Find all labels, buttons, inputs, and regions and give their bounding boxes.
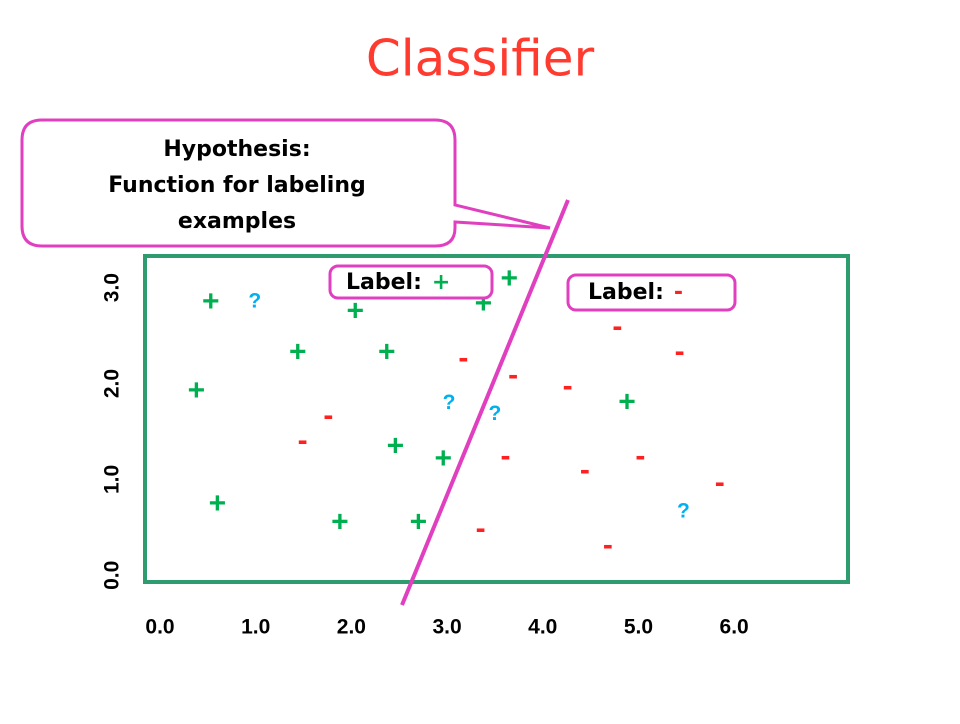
label-symbol: - (674, 280, 683, 305)
x-tick-label: 6.0 (720, 616, 749, 639)
point: + (346, 294, 364, 327)
y-tick-label: 1.0 (101, 465, 124, 494)
ticks: 0.0 1.0 2.0 3.0 4.0 5.0 6.0 0.0 1.0 2.0 3.0 (101, 273, 749, 639)
point: + (410, 505, 428, 538)
point: + (188, 374, 206, 407)
point: ? (677, 500, 690, 523)
x-tick-label: 3.0 (432, 616, 461, 639)
label-text: Label: + (346, 270, 450, 295)
title: Classifier (366, 30, 595, 88)
callout-line: Hypothesis: (163, 137, 310, 162)
point: - (508, 359, 518, 392)
point: - (500, 439, 510, 472)
point: + (378, 336, 396, 369)
point: - (323, 399, 333, 432)
label-symbol: + (432, 270, 450, 295)
callout-line: examples (178, 209, 296, 234)
x-tick-label: 5.0 (624, 616, 653, 639)
point: ? (248, 290, 261, 313)
label-prefix: Label: (346, 270, 422, 295)
label-box (328, 264, 494, 300)
points: + ++ +++ +++ ++++---- --- - -- -- -???? (188, 262, 725, 562)
y-tick-label: 2.0 (101, 369, 124, 398)
hypothesis-line (400, 199, 570, 606)
point: + (501, 262, 519, 295)
label-box (566, 273, 737, 312)
point: + (209, 487, 227, 520)
x-tick-label: 0.0 (145, 616, 174, 639)
y-tick-label: 0.0 (101, 561, 124, 590)
x-tick-label: 4.0 (528, 616, 557, 639)
point: - (298, 424, 308, 457)
point: - (458, 341, 468, 374)
point: - (715, 466, 725, 499)
point: - (635, 439, 645, 472)
point: - (476, 512, 486, 545)
point: + (618, 386, 636, 419)
point: - (580, 454, 590, 487)
y-tick-label: 3.0 (101, 273, 124, 302)
point: + (331, 505, 349, 538)
point: + (387, 430, 405, 463)
label-prefix: Label: (588, 280, 664, 305)
point: + (289, 336, 307, 369)
point: ? (489, 402, 502, 425)
point: - (675, 335, 685, 368)
callout-line: Function for labeling (108, 173, 366, 198)
label-text: Label: - (588, 280, 683, 305)
callout-box (20, 118, 551, 248)
point: + (434, 442, 452, 475)
point: - (603, 528, 613, 561)
x-tick-label: 1.0 (241, 616, 270, 639)
point: + (202, 285, 220, 318)
x-tick-label: 2.0 (337, 616, 366, 639)
point: - (612, 310, 622, 343)
plot-frame (143, 254, 850, 584)
point: - (563, 369, 573, 402)
point: ? (443, 391, 456, 414)
